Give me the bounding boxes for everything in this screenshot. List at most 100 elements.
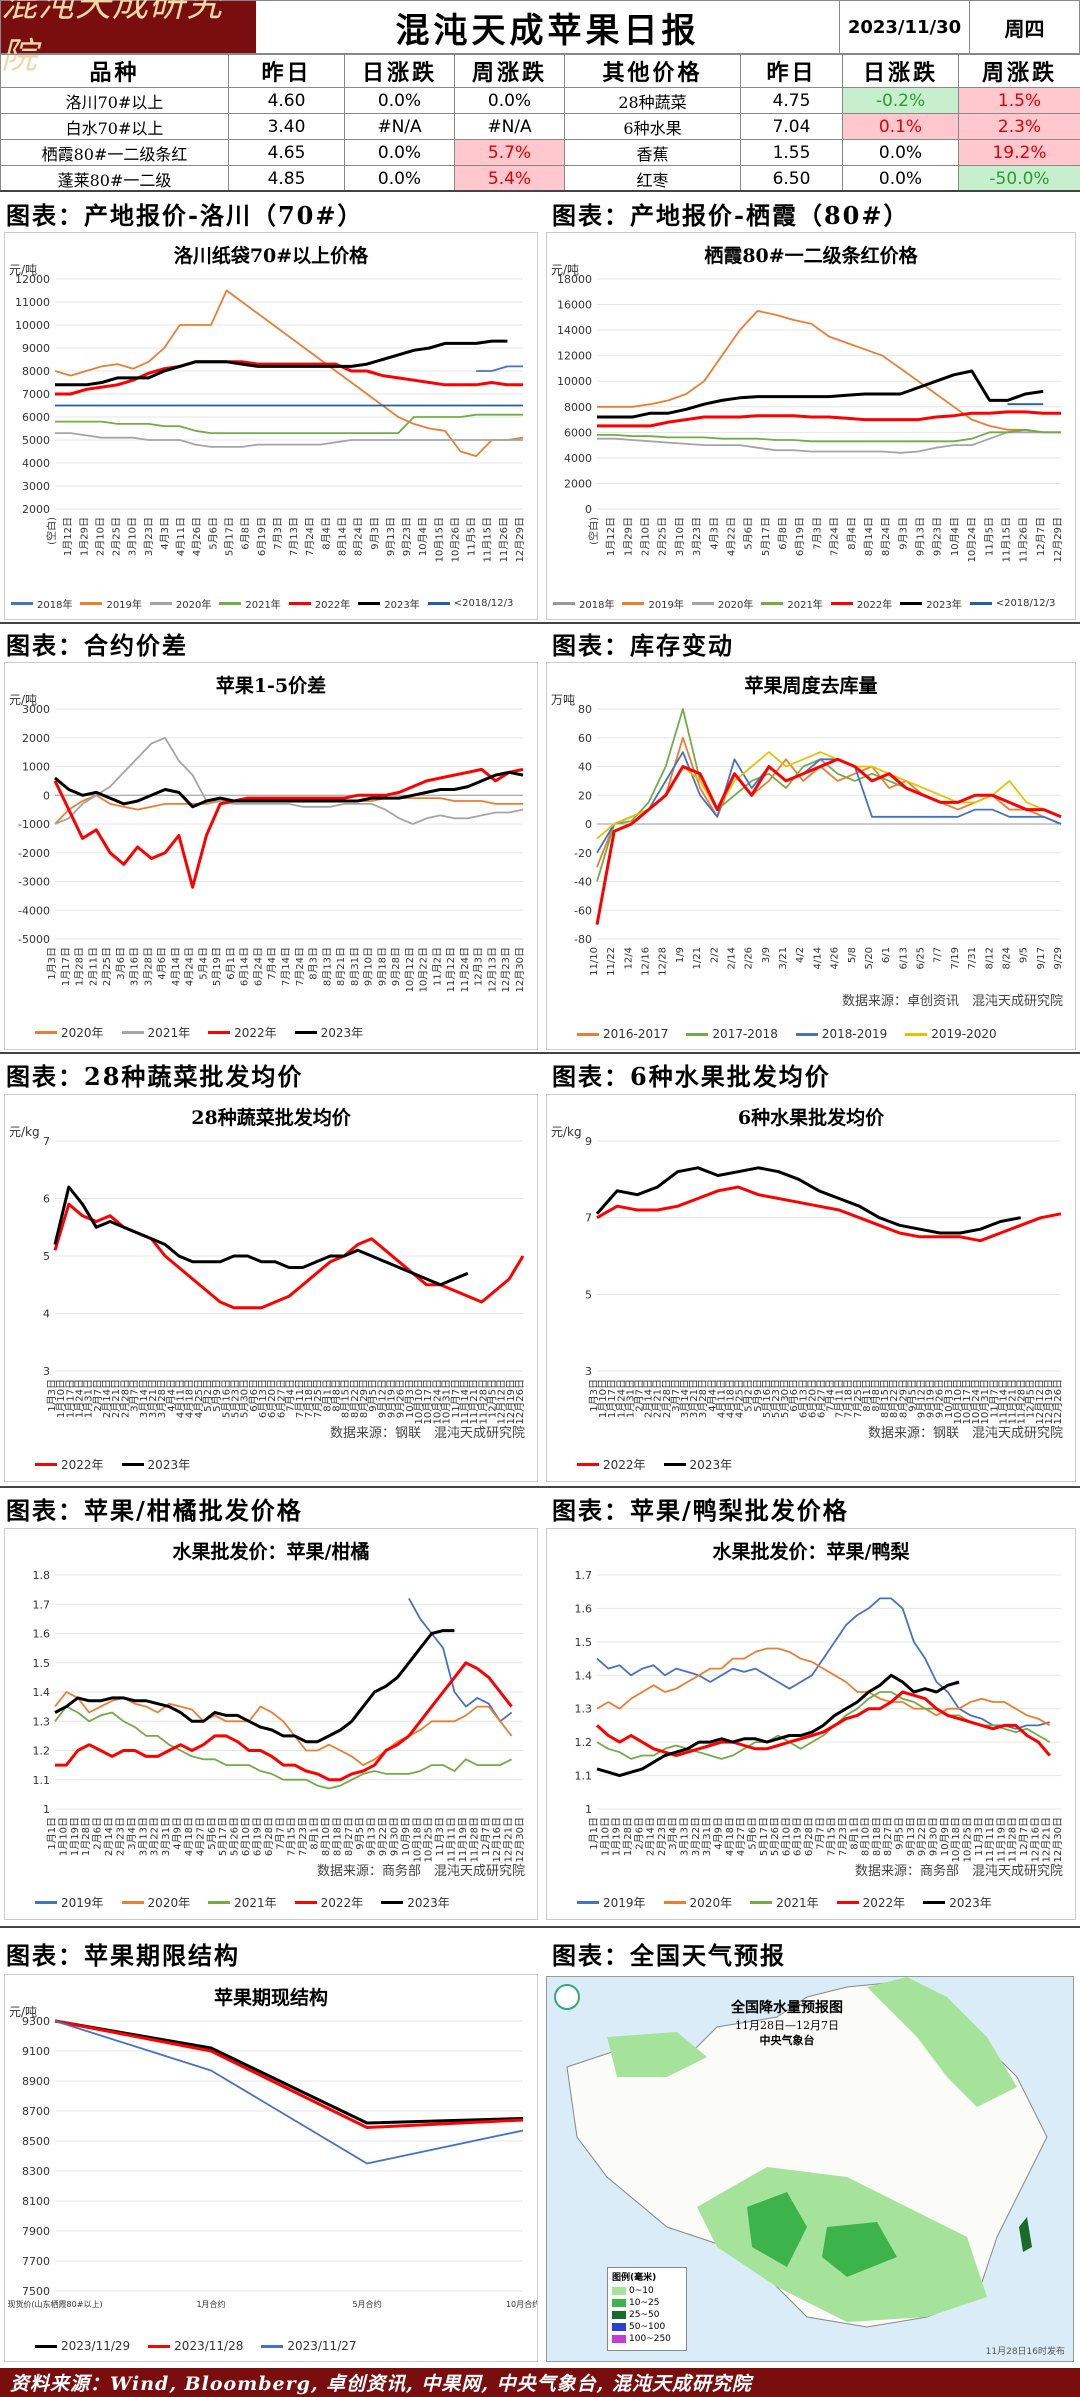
x-tick-label: 6/13 [898,947,909,969]
x-tick-label: 7月23日 [837,1817,849,1856]
x-tick-label: 10月9日 [400,1817,412,1856]
x-tick-label: 5月23日 [230,1379,242,1418]
x-tick-label: 3月13日 [679,1817,691,1856]
report-title: 混沌天成苹果日报 [395,10,700,51]
x-tick-label: 5月17日 [224,517,236,556]
x-tick-label: 3月10日 [674,517,686,556]
daily-change: 0.0% [344,165,455,192]
legend-label: 2019年 [106,600,142,611]
x-tick-label: 10月9日 [939,1817,951,1856]
legend-swatch [905,1032,928,1036]
x-tick-label: 4月6日 [156,947,168,980]
y-tick-label: 8900 [22,2075,50,2088]
x-tick-label: (空白) [45,517,58,545]
y-tick-label: 10000 [15,319,50,332]
x-tick-label: 3月13日 [137,1817,149,1856]
map-legend-swatch [612,2335,626,2343]
x-tick-label: 6/25 [916,947,927,969]
map-period: 11月28日—12月7日 [735,2019,839,2032]
chart-title: 水果批发价：苹果/柑橘 [172,1541,370,1563]
legend-item: 2020年 [35,1024,104,1041]
x-tick-label: 1月合约 [196,2299,225,2309]
y-tick-label: -1000 [18,818,50,831]
x-tick-label: 12月19日 [505,1379,517,1424]
x-tick-label: 7月24日 [829,517,841,556]
chart-title: 苹果期现结构 [213,1987,328,2009]
legend-label: <2018/12/3 [995,598,1056,609]
x-tick-label: 2月25日 [101,947,113,986]
map-legend-item: 100~250 [612,2333,682,2345]
series-line [53,1185,469,1287]
x-tick-label: 7月15日 [286,1817,298,1856]
x-tick-label: 9月5日 [367,1379,379,1412]
daily-change: #N/A [344,113,455,140]
legend-swatch [35,2344,57,2348]
x-tick-label: 7月11日 [294,1379,306,1418]
chart-veg: 3 4 5 6 7 1月3日 1月10日 1月17日 1月24日 1月31日 2月7日 2月14日 2月… [4,1094,538,1482]
series-line [54,1629,455,1744]
x-tick-label: 11/10 [589,947,600,976]
x-tick-label: 2月21日 [652,1379,664,1418]
x-tick-label: 4月9日 [172,1817,184,1850]
rain-zone-northwest [607,2032,707,2077]
x-tick-label: 3/9 [761,947,772,963]
x-tick-label: 4月11日 [175,517,187,556]
x-tick-label: 9月3日 [897,517,909,550]
chart-title: 苹果1-5价差 [215,675,327,697]
x-tick-label: 6月14日 [239,947,251,986]
x-tick-label: 8月24日 [353,517,365,556]
x-tick-label: 3月28日 [142,947,154,986]
x-tick-label: 10月10日 [413,1379,425,1424]
y-tick-label: 6000 [564,426,592,439]
y-tick-label: 14000 [557,324,592,337]
daily-change: 0.0% [344,139,455,166]
x-tick-label: 11月3日 [973,1817,985,1856]
x-tick-label: 8月1日 [321,1379,333,1412]
y-tick-label: 0 [585,503,592,516]
x-tick-label: 4月18日 [183,1817,195,1856]
x-tick-label: 9月5日 [354,1817,366,1850]
x-tick-label: 8月22日 [888,1379,900,1418]
legend-swatch [836,1901,859,1904]
x-tick-label: 4月3日 [708,517,720,550]
y-tick-label: 1.6 [575,1602,593,1615]
caption-spread: 图表：合约价差 [6,630,188,660]
x-tick-label: 7/7 [933,947,944,963]
legend-label: 2021年 [776,1896,819,1910]
y-tick-label: -20 [574,847,592,860]
data-source: 数据来源：商务部 混沌天成研究院 [854,1864,1063,1879]
x-tick-label: 6月27日 [275,1379,287,1418]
x-tick-label: 10月17日 [422,1379,434,1424]
legend-item: 2023年 [121,1456,190,1473]
x-tick-label: 11月28日 [1007,1817,1019,1862]
legend-item: 2023/11/27 [261,2339,357,2353]
chart-qixia: 0 2000 4000 6000 8000 10000 12000 14000 16000 180… [546,232,1076,620]
map-legend-label: 25~50 [629,2310,660,2320]
y-tick-label: 5 [43,1250,50,1263]
x-tick-label: 2月28日 [661,1379,673,1418]
chart-fruit: 3 5 7 9 1月3日 1月10日 1月17日 1月24日 1月31日 2月7日 2月14日 2月2… [546,1094,1076,1482]
y-tick-label: 3 [43,1365,50,1378]
x-tick-label: 1月29日 [622,517,634,556]
x-tick-label: 6月27日 [815,1379,827,1418]
x-tick-label: (空白) [587,517,600,545]
x-tick-label: 7月11日 [834,1379,846,1418]
x-tick-label: 7月3日 [272,517,284,550]
col-header: 品种 [0,54,229,88]
x-tick-label: 7月7日 [814,1817,826,1850]
x-tick-label: 8月13日 [321,947,333,986]
weather-map: 全国降水量预报图 11月28日—12月7日 中央气象台 图例(毫米) 0~10 1… [546,1976,1074,2362]
x-tick-label: 12/16 [641,947,652,976]
x-tick-label: 8月14日 [336,517,348,556]
map-legend-label: 50~100 [629,2322,666,2332]
y-axis-unit: 元/吨 [9,2005,38,2019]
x-tick-label: 1月19日 [611,1817,623,1856]
legend-item: 2022年 [830,596,892,611]
y-tick-label: 8000 [564,401,592,414]
y-tick-label: 1 [585,1803,592,1816]
x-tick-label: 10月31日 [441,1379,453,1424]
legend-swatch [969,602,992,605]
x-tick-label: 12月16日 [1029,1817,1041,1862]
series-line [597,410,1061,428]
x-tick-label: 3月21日 [688,1379,700,1418]
